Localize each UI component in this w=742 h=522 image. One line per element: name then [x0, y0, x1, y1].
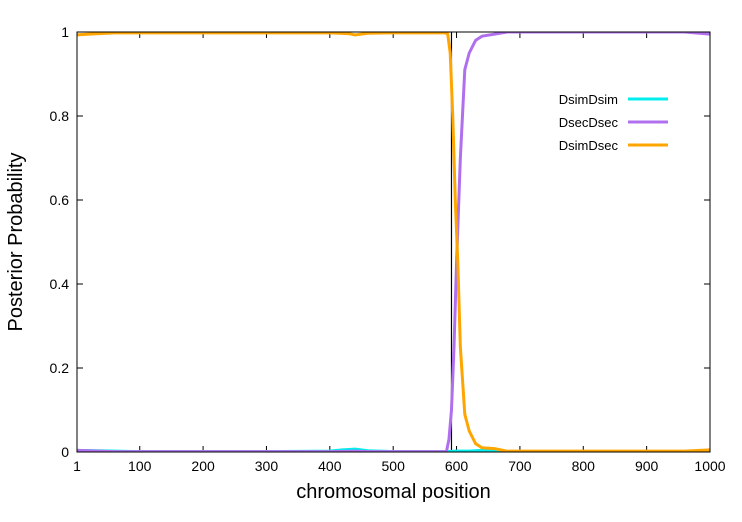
legend-label: DsimDsim: [559, 92, 618, 107]
legend: DsimDsim DsecDsec DsimDsec: [559, 92, 668, 153]
x-tick-label: 600: [445, 458, 469, 474]
y-tick-label: 0.2: [50, 360, 70, 376]
x-tick-label: 800: [572, 458, 596, 474]
y-tick-label: 0.6: [50, 192, 70, 208]
legend-label: DsimDsec: [559, 138, 619, 153]
legend-label: DsecDsec: [559, 115, 619, 130]
y-tick-label: 0.8: [50, 108, 70, 124]
series-line-dsimdsec: [77, 32, 710, 452]
x-tick-label: 1: [73, 458, 81, 474]
x-tick-label: 300: [255, 458, 279, 474]
y-tick-label: 1: [61, 24, 69, 40]
x-tick-label: 100: [128, 458, 152, 474]
x-tick-label: 700: [508, 458, 532, 474]
x-tick-label: 900: [635, 458, 659, 474]
x-axis-title: chromosomal position: [296, 481, 491, 503]
x-tick-label: 200: [191, 458, 215, 474]
x-tick-label: 500: [382, 458, 406, 474]
y-tick-label: 0: [61, 444, 69, 460]
tick-layer: 1 100 200 300 400 500 600 700 800 900 1000 0 0.2 0.4 0…: [50, 24, 726, 474]
x-tick-label: 1000: [694, 458, 725, 474]
plot-frame: [76, 31, 711, 453]
x-tick-label: 400: [318, 458, 342, 474]
y-tick-label: 0.4: [50, 276, 70, 292]
y-axis-title: Posterior Probability: [5, 153, 27, 332]
